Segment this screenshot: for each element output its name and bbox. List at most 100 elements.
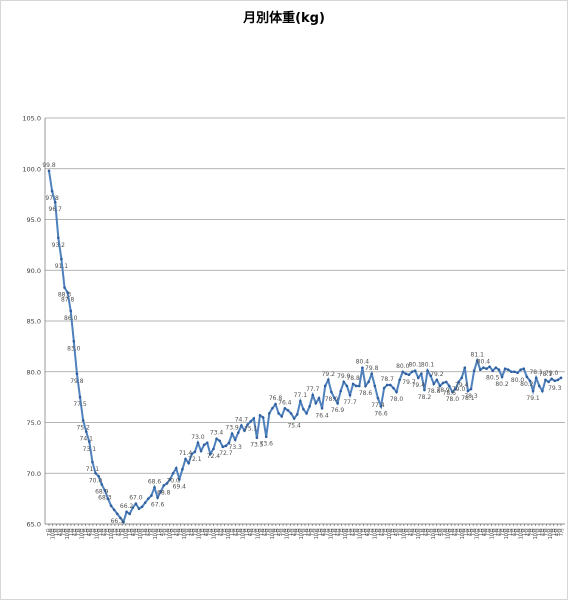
data-point (413, 369, 417, 373)
data-point (165, 482, 169, 485)
data-point (81, 419, 85, 422)
data-point (100, 483, 104, 486)
x-tick-label: 10月 (138, 528, 144, 539)
data-point (243, 429, 246, 432)
data-label: 80.1 (421, 362, 435, 369)
data-point (202, 443, 206, 447)
data-label: 73.9 (225, 425, 239, 432)
data-label: 75.1 (244, 425, 258, 432)
x-tick-label: 10月 (153, 528, 159, 539)
data-point (444, 380, 448, 384)
x-tick-label: 4月 (394, 528, 400, 536)
data-label: 78.0 (325, 396, 339, 403)
data-point (348, 393, 352, 397)
data-point (230, 432, 234, 435)
data-point (541, 389, 544, 393)
data-point (354, 384, 358, 388)
data-point (423, 388, 426, 392)
data-point (311, 393, 315, 397)
data-label: 78.8 (427, 388, 441, 395)
data-label: 79.7 (402, 379, 416, 386)
x-tick-label: 10月 (533, 528, 539, 539)
data-point (53, 200, 57, 204)
data-label: 99.8 (42, 162, 56, 169)
data-label: 79.0 (452, 386, 466, 393)
data-point (125, 510, 128, 514)
x-tick-label: 10月 (211, 528, 217, 539)
data-label: 80.2 (520, 381, 534, 388)
x-tick-label: 1月 (303, 528, 309, 536)
data-point (441, 381, 445, 385)
x-tick-label: 10月 (226, 528, 232, 539)
data-point (57, 236, 60, 240)
x-tick-label: 4月 (336, 528, 342, 536)
x-tick-label: 1月 (551, 528, 557, 536)
data-point (168, 478, 172, 481)
data-label: 79.3 (548, 385, 562, 392)
data-label: 79.0 (337, 373, 351, 380)
data-point (97, 474, 100, 478)
data-point (137, 507, 141, 511)
data-point (199, 449, 203, 453)
data-label: 73.0 (191, 434, 205, 441)
data-point (50, 189, 54, 193)
x-tick-label: 1月 (288, 528, 294, 536)
x-tick-label: 7月 (208, 528, 214, 536)
data-point (187, 461, 190, 465)
data-label: 91.1 (55, 263, 69, 270)
data-label: 77.5 (73, 401, 87, 408)
x-tick-label: 10月 (65, 528, 71, 539)
x-tick-label: 7月 (135, 528, 141, 536)
data-label: 78.1 (539, 371, 553, 378)
data-point (320, 406, 324, 410)
data-label: 72.4 (207, 453, 221, 460)
x-tick-label: 7月 (369, 528, 375, 536)
data-label: 74.1 (80, 436, 94, 443)
x-tick-label: 7月 (281, 528, 287, 536)
data-label: 80.1 (408, 362, 422, 369)
data-label: 96.7 (49, 206, 63, 213)
x-tick-label: 7月 (252, 528, 258, 536)
data-point (171, 471, 175, 475)
x-tick-label: 1月 (420, 528, 426, 536)
data-label: 78.1 (461, 395, 475, 402)
x-tick-label: 7月 (354, 528, 360, 536)
x-tick-label: 7月 (471, 528, 477, 536)
x-tick-label: 10月 (387, 528, 393, 539)
x-tick-label: 4月 (350, 528, 356, 536)
data-point (438, 384, 442, 388)
data-point (429, 374, 432, 378)
data-point (466, 389, 470, 393)
y-tick-label: 75.0 (27, 419, 41, 427)
x-tick-label: 7月 (120, 528, 126, 536)
data-point (215, 437, 218, 441)
data-label: 76.8 (269, 395, 283, 402)
data-point (519, 368, 522, 372)
data-label: 80.2 (495, 381, 509, 388)
data-point (556, 378, 560, 382)
data-label: 78.1 (529, 369, 543, 376)
data-point (435, 378, 439, 382)
data-point (457, 380, 460, 384)
x-tick-label: 10月 (50, 528, 56, 539)
x-tick-label: 10月 (182, 528, 188, 539)
data-label: 73.3 (229, 444, 243, 451)
data-point (510, 370, 513, 374)
data-point (323, 384, 327, 388)
data-point (416, 376, 420, 380)
data-point (361, 366, 364, 369)
data-point (295, 413, 299, 416)
data-point (128, 512, 131, 516)
data-point (162, 484, 166, 487)
gridlines (44, 117, 565, 525)
data-point (426, 369, 429, 373)
y-tick-label: 70.0 (27, 470, 41, 478)
data-label: 79.0 (545, 370, 559, 377)
x-tick-label: 10月 (197, 528, 203, 539)
x-tick-label: 4月 (453, 528, 459, 536)
data-point (283, 406, 287, 410)
data-point (292, 417, 296, 420)
data-label: 67.0 (129, 495, 143, 502)
data-point (72, 340, 76, 343)
